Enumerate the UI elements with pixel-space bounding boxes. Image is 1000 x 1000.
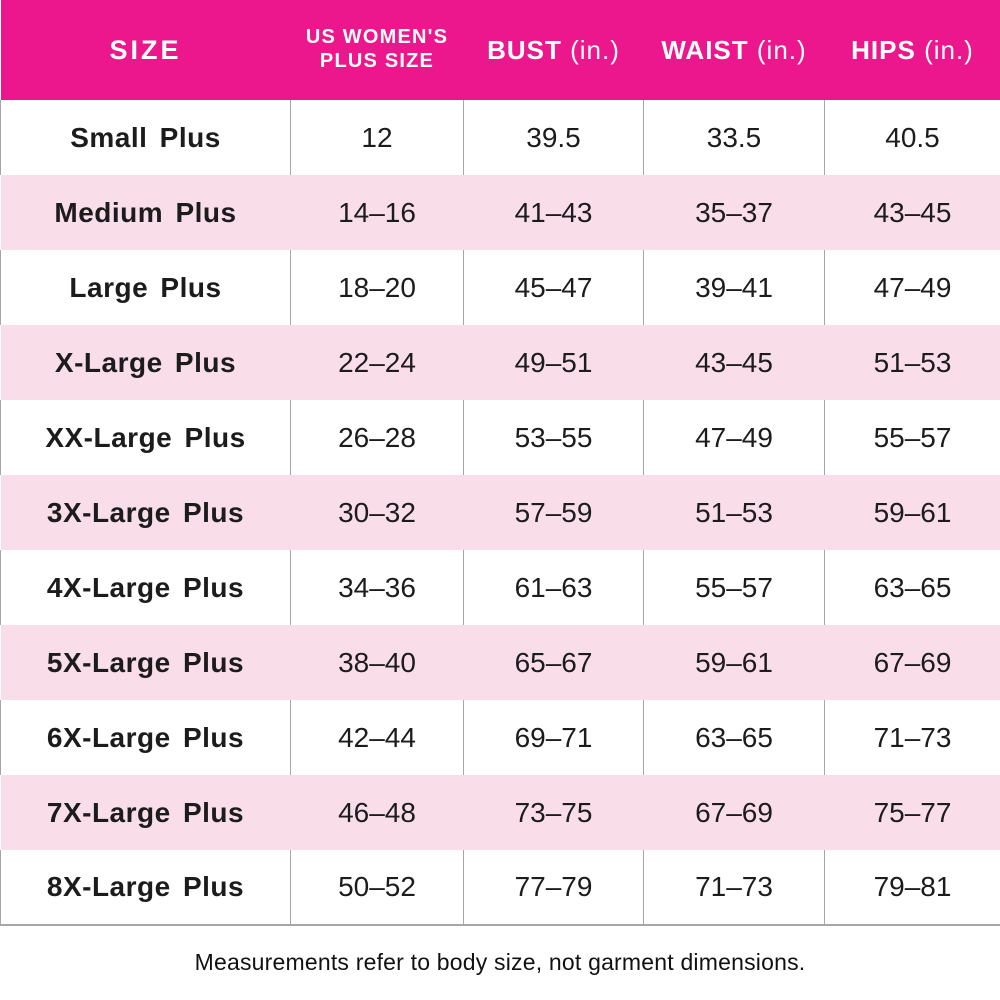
table-row: X-Large Plus 22–24 49–51 43–45 51–53 <box>0 325 1000 400</box>
us-plus-size-line2: PLUS SIZE <box>319 50 435 72</box>
us-plus-size-cell: 46–48 <box>338 796 416 828</box>
waist-cell: 59–61 <box>695 646 773 678</box>
hips-cell: 63–65 <box>824 550 1000 625</box>
table-row: Large Plus 18–20 45–47 39–41 47–49 <box>0 250 1000 325</box>
bust-cell: 49–51 <box>514 346 593 378</box>
waist-cell: 43–45 <box>695 346 773 378</box>
hips-cell: 71–73 <box>824 700 1000 775</box>
size-cell: Medium Plus <box>54 196 237 228</box>
table-row: 7X-Large Plus 46–48 73–75 67–69 75–77 <box>0 775 1000 850</box>
waist-cell: 71–73 <box>643 850 825 926</box>
table-row: 6X-Large Plus 42–44 69–71 63–65 71–73 <box>0 700 1000 775</box>
hips-unit: (in.) <box>924 34 974 65</box>
waist-label: WAIST <box>661 34 749 65</box>
waist-cell: 39–41 <box>643 250 825 325</box>
waist-cell: 63–65 <box>643 700 825 775</box>
size-cell: 5X-Large Plus <box>46 646 245 678</box>
hips-label: HIPS <box>851 34 916 65</box>
bust-cell: 73–75 <box>514 796 593 828</box>
table-row: XX-Large Plus 26–28 53–55 47–49 55–57 <box>0 400 1000 475</box>
us-plus-size-cell: 12 <box>290 100 464 175</box>
table-row: 4X-Large Plus 34–36 61–63 55–57 63–65 <box>0 550 1000 625</box>
us-plus-size-cell: 26–28 <box>290 400 464 475</box>
size-cell: XX-Large Plus <box>0 400 291 475</box>
us-plus-size-cell: 30–32 <box>338 496 416 528</box>
size-chart-table: SIZE US WOMEN'S PLUS SIZE BUST (in.) WAI… <box>0 0 1000 926</box>
waist-cell: 67–69 <box>695 796 773 828</box>
waist-unit: (in.) <box>756 34 807 65</box>
table-row: Medium Plus 14–16 41–43 35–37 43–45 <box>0 175 1000 250</box>
us-plus-size-cell: 14–16 <box>338 196 416 228</box>
table-row: 3X-Large Plus 30–32 57–59 51–53 59–61 <box>0 475 1000 550</box>
waist-cell: 33.5 <box>643 100 825 175</box>
hips-cell: 59–61 <box>873 496 952 528</box>
hips-cell: 51–53 <box>873 346 952 378</box>
bust-cell: 57–59 <box>514 496 593 528</box>
bust-cell: 39.5 <box>463 100 644 175</box>
hips-cell: 43–45 <box>873 196 952 228</box>
bust-cell: 77–79 <box>463 850 644 926</box>
size-cell: 8X-Large Plus <box>0 850 291 926</box>
hips-cell: 75–77 <box>873 796 952 828</box>
footnote: Measurements refer to body size, not gar… <box>194 949 806 975</box>
bust-cell: 41–43 <box>514 196 593 228</box>
us-plus-size-cell: 22–24 <box>338 346 416 378</box>
col-header-us-plus-size: US WOMEN'S PLUS SIZE <box>291 0 464 100</box>
size-cell: Large Plus <box>0 250 291 325</box>
us-plus-size-cell: 18–20 <box>290 250 464 325</box>
col-header-waist: WAIST (in.) <box>644 0 825 100</box>
size-cell: 7X-Large Plus <box>46 796 245 828</box>
bust-cell: 53–55 <box>463 400 644 475</box>
us-plus-size-cell: 50–52 <box>290 850 464 926</box>
us-plus-size-cell: 34–36 <box>290 550 464 625</box>
waist-cell: 55–57 <box>643 550 825 625</box>
hips-cell: 47–49 <box>824 250 1000 325</box>
size-cell: Small Plus <box>0 100 291 175</box>
waist-cell: 35–37 <box>695 196 773 228</box>
header-row: SIZE US WOMEN'S PLUS SIZE BUST (in.) WAI… <box>0 0 1000 100</box>
table-row: 5X-Large Plus 38–40 65–67 59–61 67–69 <box>0 625 1000 700</box>
bust-unit: (in.) <box>570 34 620 65</box>
size-cell: 4X-Large Plus <box>0 550 291 625</box>
bust-cell: 65–67 <box>514 646 593 678</box>
hips-cell: 67–69 <box>873 646 952 678</box>
us-plus-size-line1: US WOMEN'S <box>305 26 449 49</box>
hips-cell: 40.5 <box>824 100 1000 175</box>
table-row: Small Plus 12 39.5 33.5 40.5 <box>0 100 1000 175</box>
size-cell: 6X-Large Plus <box>0 700 291 775</box>
size-cell: X-Large Plus <box>54 346 237 378</box>
bust-cell: 61–63 <box>463 550 644 625</box>
us-plus-size-cell: 38–40 <box>338 646 416 678</box>
col-header-bust: BUST (in.) <box>464 0 644 100</box>
hips-cell: 55–57 <box>824 400 1000 475</box>
waist-cell: 47–49 <box>643 400 825 475</box>
waist-cell: 51–53 <box>695 496 773 528</box>
bust-label: BUST <box>487 34 562 65</box>
size-cell: 3X-Large Plus <box>46 496 245 528</box>
bust-cell: 45–47 <box>463 250 644 325</box>
us-plus-size-cell: 42–44 <box>290 700 464 775</box>
hips-cell: 79–81 <box>824 850 1000 926</box>
bust-cell: 69–71 <box>463 700 644 775</box>
col-header-hips: HIPS (in.) <box>825 0 1000 100</box>
col-header-size: SIZE <box>109 34 182 65</box>
table-row: 8X-Large Plus 50–52 77–79 71–73 79–81 <box>0 850 1000 926</box>
footnote-area: Measurements refer to body size, not gar… <box>0 926 1000 999</box>
